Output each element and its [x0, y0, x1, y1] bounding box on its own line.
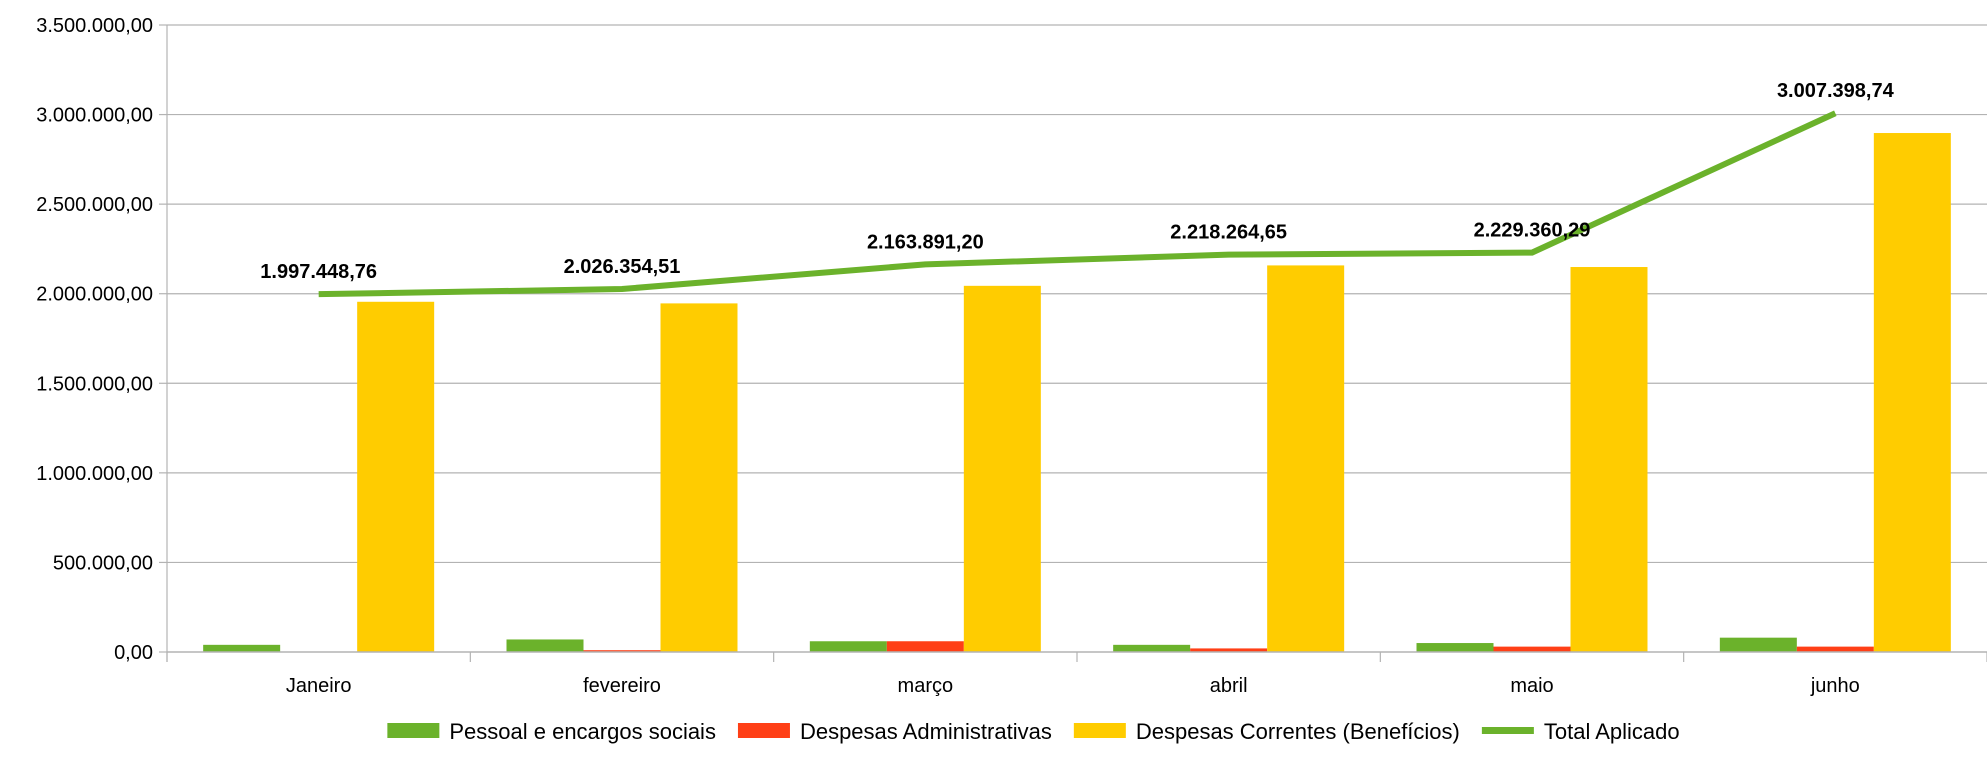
bar-pessoal-e-encargos-sociais — [1720, 638, 1797, 652]
data-label: 2.026.354,51 — [564, 256, 681, 278]
bar-pessoal-e-encargos-sociais — [203, 645, 280, 652]
x-axis-tick-labels: Janeiro fevereiro março abril maio junho — [286, 675, 1860, 697]
data-labels: 1.997.448,76 2.026.354,51 2.163.891,20 2.21… — [260, 80, 1894, 283]
y-tick-label: 2.000.000,00 — [36, 284, 153, 306]
y-tick-label: 500.000,00 — [53, 552, 153, 574]
legend: Pessoal e encargos sociais Despesas Admin… — [387, 719, 1679, 744]
x-category-label: maio — [1510, 675, 1553, 697]
legend-item-pessoal-e-encargos-sociais: Pessoal e encargos sociais — [387, 719, 716, 744]
y-tick-label: 2.500.000,00 — [36, 194, 153, 216]
legend-swatch — [738, 723, 790, 738]
legend-item-despesas-administrativas: Despesas Administrativas — [738, 719, 1052, 744]
bar-despesas-correntes-beneficios — [1571, 267, 1648, 652]
data-label: 3.007.398,74 — [1777, 80, 1895, 102]
data-label: 2.218.264,65 — [1170, 222, 1287, 244]
x-category-label: junho — [1810, 675, 1860, 697]
data-label: 1.997.448,76 — [260, 261, 377, 283]
legend-label: Total Aplicado — [1544, 719, 1680, 744]
y-tick-label: 3.000.000,00 — [36, 105, 153, 127]
bar-pessoal-e-encargos-sociais — [1113, 645, 1190, 652]
legend-swatch — [1482, 727, 1534, 734]
axes — [167, 25, 1987, 662]
legend-label: Pessoal e encargos sociais — [449, 719, 716, 744]
y-tick-label: 1.500.000,00 — [36, 373, 153, 395]
bars — [203, 133, 1951, 652]
bar-pessoal-e-encargos-sociais — [1417, 643, 1494, 652]
legend-label: Despesas Administrativas — [800, 719, 1052, 744]
bar-despesas-administrativas — [1797, 647, 1874, 652]
bar-despesas-correntes-beneficios — [661, 303, 738, 652]
bar-pessoal-e-encargos-sociais — [810, 641, 887, 652]
bar-despesas-administrativas — [1494, 647, 1571, 652]
legend-item-total-aplicado: Total Aplicado — [1482, 719, 1680, 744]
legend-swatch — [387, 723, 439, 738]
x-category-label: abril — [1210, 675, 1248, 697]
bar-pessoal-e-encargos-sociais — [507, 639, 584, 652]
legend-label: Despesas Correntes (Benefícios) — [1136, 719, 1460, 744]
bar-despesas-correntes-beneficios — [1874, 133, 1951, 652]
x-category-label: Janeiro — [286, 675, 352, 697]
legend-item-despesas-correntes-beneficios: Despesas Correntes (Benefícios) — [1074, 719, 1460, 744]
x-category-label: março — [898, 675, 954, 697]
data-label: 2.229.360,29 — [1474, 220, 1591, 242]
bar-despesas-correntes-beneficios — [964, 286, 1041, 652]
y-tick-label: 3.500.000,00 — [36, 15, 153, 37]
bar-despesas-correntes-beneficios — [1267, 265, 1344, 652]
y-tick-label: 1.000.000,00 — [36, 463, 153, 485]
y-axis-tick-labels: 0,00 500.000,00 1.000.000,00 1.500.000,00 2.… — [36, 15, 153, 664]
bar-despesas-correntes-beneficios — [357, 302, 434, 652]
y-tick-label: 0,00 — [114, 642, 153, 664]
legend-swatch — [1074, 723, 1126, 738]
x-category-label: fevereiro — [583, 675, 661, 697]
bar-despesas-administrativas — [887, 641, 964, 652]
data-label: 2.163.891,20 — [867, 231, 984, 253]
